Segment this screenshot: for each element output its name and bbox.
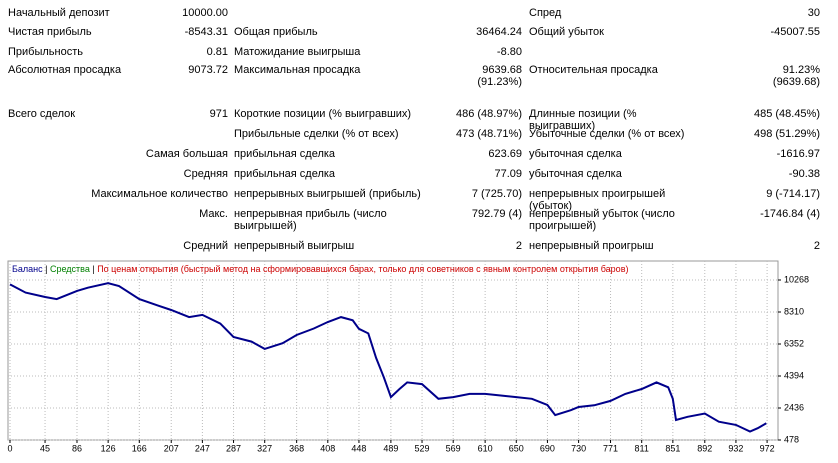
- stat-value: 971: [209, 108, 228, 120]
- legend-entry: Баланс: [12, 264, 43, 274]
- stat-value: Средний: [183, 240, 228, 252]
- y-tick-label: 478: [784, 434, 799, 444]
- legend-entry: Средства: [50, 264, 90, 274]
- separator: |: [43, 264, 50, 274]
- stat-label: непрерывная прибыль (число выигрышей): [234, 208, 387, 232]
- stat-value: 9 (-714.17): [766, 188, 820, 200]
- plot-frame: [7, 260, 779, 441]
- x-tick-label: 448: [351, 443, 366, 453]
- stat-value: -45007.55: [770, 26, 820, 38]
- stat-label: Длинные позиции (% выигравших): [529, 108, 637, 132]
- stat-value: 498 (51.29%): [753, 128, 820, 140]
- y-tick-label: 4394: [784, 370, 804, 380]
- stat-value: 10000.00: [182, 7, 228, 19]
- x-tick-label: 650: [509, 443, 524, 453]
- balance-line: [9, 282, 767, 433]
- stat-value: 473 (48.71%): [455, 128, 522, 140]
- stat-value: -8543.31: [184, 26, 228, 38]
- x-tick-label: 0: [7, 443, 12, 453]
- stat-value: (91.23%): [477, 76, 522, 88]
- stat-value: 485 (48.45%): [753, 108, 820, 120]
- x-tick-label: 569: [446, 443, 461, 453]
- x-tick-label: 126: [101, 443, 116, 453]
- stat-value: 30: [807, 7, 820, 19]
- stat-value: -1616.97: [776, 148, 820, 160]
- x-tick-label: 690: [540, 443, 555, 453]
- stat-value: Средняя: [183, 168, 228, 180]
- stat-label: Матожидание выигрыша: [234, 46, 361, 58]
- x-tick-label: 207: [164, 443, 179, 453]
- stat-label: непрерывный проигрыш: [529, 240, 654, 252]
- x-tick-label: 86: [72, 443, 82, 453]
- y-tick-label: 2436: [784, 402, 804, 412]
- x-tick-label: 327: [257, 443, 272, 453]
- stat-value: -90.38: [788, 168, 820, 180]
- y-tick-label: 10268: [784, 274, 809, 284]
- y-tick-label: 6352: [784, 338, 804, 348]
- x-tick-label: 368: [289, 443, 304, 453]
- stat-label: непрерывных проигрышей (убыток): [529, 188, 666, 212]
- stat-value: 91.23%: [782, 64, 820, 76]
- stat-value: 486 (48.97%): [455, 108, 522, 120]
- stat-label: Короткие позиции (% выигравших): [234, 108, 412, 120]
- legend: Баланс | Средства | По ценам открытия (б…: [12, 264, 628, 274]
- stat-label: Убыточные сделки (% от всех): [529, 128, 685, 140]
- stat-value: 77.09: [494, 168, 522, 180]
- stat-label: Абсолютная просадка: [8, 64, 122, 76]
- stat-label: непрерывный убыток (число проигрышей): [529, 208, 675, 232]
- separator: |: [90, 264, 97, 274]
- stat-label: прибыльная сделка: [234, 148, 336, 160]
- stat-label: Прибыльные сделки (% от всех): [234, 128, 399, 140]
- y-tick-label: 8310: [784, 306, 804, 316]
- stat-label: Общая прибыль: [234, 26, 318, 38]
- x-tick-label: 972: [760, 443, 775, 453]
- x-tick-label: 610: [478, 443, 493, 453]
- stat-label: убыточная сделка: [529, 148, 622, 160]
- stat-label: непрерывный выигрыш: [234, 240, 355, 252]
- x-tick-label: 730: [571, 443, 586, 453]
- stat-value: 2: [515, 240, 522, 252]
- stat-label: Прибыльность: [8, 46, 83, 58]
- stat-value: 623.69: [488, 148, 522, 160]
- stat-label: непрерывных выигрышей (прибыль): [234, 188, 421, 200]
- stat-value: 9073.72: [188, 64, 228, 76]
- stat-value: Максимальное количество: [91, 188, 228, 200]
- stat-value: Самая большая: [145, 148, 228, 160]
- stat-label: Общий убыток: [529, 26, 604, 38]
- x-tick-label: 247: [195, 443, 210, 453]
- x-tick-label: 771: [603, 443, 618, 453]
- stat-value: 7 (725.70): [471, 188, 522, 200]
- stat-label: Спред: [529, 7, 562, 19]
- x-tick-label: 851: [665, 443, 680, 453]
- x-tick-label: 892: [697, 443, 712, 453]
- stat-value: -8.80: [496, 46, 522, 58]
- stat-value: 0.81: [206, 46, 228, 58]
- x-tick-label: 166: [132, 443, 147, 453]
- stat-label: Относительная просадка: [529, 64, 658, 76]
- x-tick-label: 287: [226, 443, 241, 453]
- stat-label: Чистая прибыль: [8, 26, 92, 38]
- x-tick-label: 45: [40, 443, 50, 453]
- stat-label: Максимальная просадка: [234, 64, 361, 76]
- stat-value: 36464.24: [476, 26, 522, 38]
- stat-value: 792.79 (4): [471, 208, 522, 220]
- stat-label: Начальный депозит: [8, 7, 110, 19]
- x-tick-label: 932: [728, 443, 743, 453]
- x-tick-label: 529: [415, 443, 430, 453]
- x-tick-label: 811: [635, 443, 649, 453]
- stat-label: убыточная сделка: [529, 168, 622, 180]
- stat-value: -1746.84 (4): [760, 208, 820, 220]
- mode-label: По ценам открытия (быстрый метод на сфор…: [97, 264, 628, 274]
- stat-value: (9639.68): [772, 76, 820, 88]
- stat-label: Всего сделок: [8, 108, 76, 120]
- x-tick-label: 489: [383, 443, 398, 453]
- stat-value: 2: [813, 240, 820, 252]
- stat-value: 9639.68: [482, 64, 522, 76]
- x-tick-label: 408: [320, 443, 335, 453]
- stat-value: Макс.: [199, 208, 228, 220]
- stat-label: прибыльная сделка: [234, 168, 336, 180]
